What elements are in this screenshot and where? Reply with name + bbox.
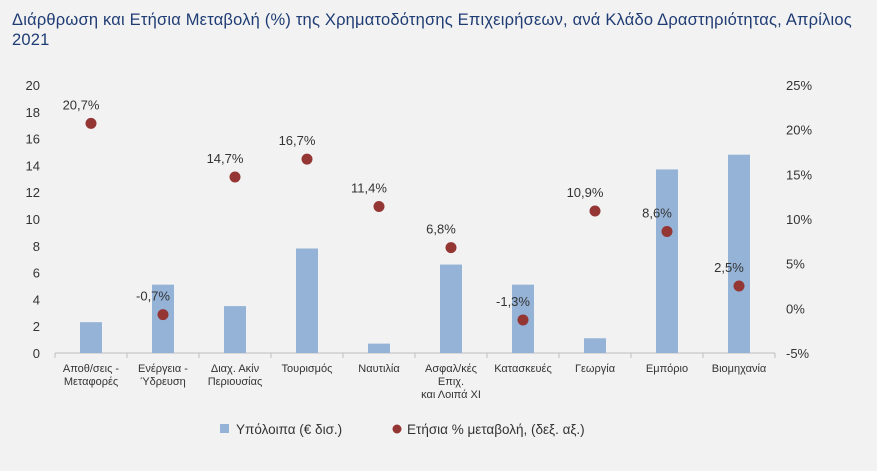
category-label: Τουρισμός [282,363,333,375]
bar [224,306,246,353]
category-label: Αποθ/σεις -Μεταφορές [63,363,120,388]
left-axis-tick-label: 4 [33,292,40,307]
data-point [157,309,169,321]
category-label: Ασφαλ/κές Επιχ. και Λοιπά ΧΙ [421,363,481,401]
category-label: Εμπόριο [646,363,688,375]
category-label-line: Ενέργεια - [138,363,188,375]
category-label-line: Ναυτιλία [358,363,400,375]
category-label-line: Ύδρευση [140,376,186,388]
data-label: 14,7% [207,151,244,166]
category-label: Γεωργία [575,363,616,375]
right-axis: -5% 0% 5% 10% 15% 20% 25% [786,78,812,361]
data-label: -1,3% [496,294,530,309]
left-axis-tick-label: 20 [26,78,40,93]
category-label: Βιομηχανία [712,363,767,375]
category-label-line: Ασφαλ/κές [425,363,477,375]
category-label: Κατασκευές [494,363,552,375]
data-label: 20,7% [63,97,100,112]
data-label: 10,9% [567,185,604,200]
data-label: 2,5% [714,260,744,275]
category-label: Ναυτιλία [358,363,400,375]
data-label: 16,7% [279,133,316,148]
bar [368,343,390,353]
left-axis-tick-label: 18 [26,105,40,120]
data-label: -0,7% [136,289,170,304]
category-label-line: Επιχ. [438,376,464,388]
category-label: Διαχ. Ακίν Περιουσίας [208,363,263,388]
data-point [301,153,313,165]
right-axis-tick-label: 10% [786,212,812,227]
right-axis-tick-label: -5% [786,346,810,361]
bar [728,154,750,353]
right-axis-tick-label: 15% [786,167,812,182]
category-label-line: Κατασκευές [494,363,552,375]
x-axis: Αποθ/σεις -Μεταφορές Ενέργεια -Ύδρευση Δια… [54,352,776,401]
legend-swatch-dot [392,424,402,434]
left-axis-tick-label: 10 [26,212,40,227]
left-axis: 0 2 4 6 8 10 12 14 16 18 20 [26,78,40,361]
bar [584,338,606,353]
data-point [85,117,97,129]
bar [440,264,462,353]
right-axis-tick-label: 5% [786,257,805,272]
data-label: 6,8% [426,222,456,237]
data-label: 11,4% [351,180,387,195]
left-axis-tick-label: 6 [33,266,40,281]
right-axis-tick-label: 0% [786,301,805,316]
bar [80,322,102,353]
category-label: Ενέργεια -Ύδρευση [138,363,188,388]
category-label-line: Εμπόριο [646,363,688,375]
left-axis-tick-label: 12 [26,185,40,200]
category-label-line: Αποθ/σεις - [63,363,120,375]
bar [656,169,678,353]
data-point [517,314,529,326]
bar-series [80,154,750,353]
category-label-line: Γεωργία [575,363,616,375]
category-label-line: Διαχ. Ακίν [211,363,260,375]
bar [296,248,318,353]
legend-swatch-bar [220,424,229,433]
right-axis-tick-label: 20% [786,123,812,138]
dot-series: 20,7% -0,7% 14,7% 16,7% 11,4% 6,8% -1,3% 10,9% 8… [63,97,745,326]
category-label-line: Βιομηχανία [712,363,767,375]
chart-title: Διάρθρωση και Ετήσια Μεταβολή (%) της Χρ… [12,11,852,49]
legend-label: Υπόλοιπα (€ δισ.) [236,422,342,437]
left-axis-tick-label: 14 [26,158,40,173]
data-point [661,226,673,238]
category-label-line: Μεταφορές [64,376,118,388]
data-point [589,205,601,217]
category-label-line: Περιουσίας [208,376,263,388]
data-point [445,242,457,254]
left-axis-tick-label: 16 [26,132,40,147]
data-point [229,171,241,183]
left-axis-tick-label: 2 [33,319,40,334]
data-label: 8,6% [642,206,672,221]
left-axis-tick-label: 0 [33,346,40,361]
data-point [733,280,745,292]
category-label-line: και Λοιπά ΧΙ [421,389,481,401]
right-axis-tick-label: 25% [786,78,812,93]
legend: Υπόλοιπα (€ δισ.) Ετήσια % μεταβολή, (δεξ… [220,422,585,437]
data-point [373,200,385,212]
category-label-line: Τουρισμός [282,363,333,375]
legend-label: Ετήσια % μεταβολή, (δεξ. αξ.) [407,422,585,437]
left-axis-tick-label: 8 [33,239,40,254]
